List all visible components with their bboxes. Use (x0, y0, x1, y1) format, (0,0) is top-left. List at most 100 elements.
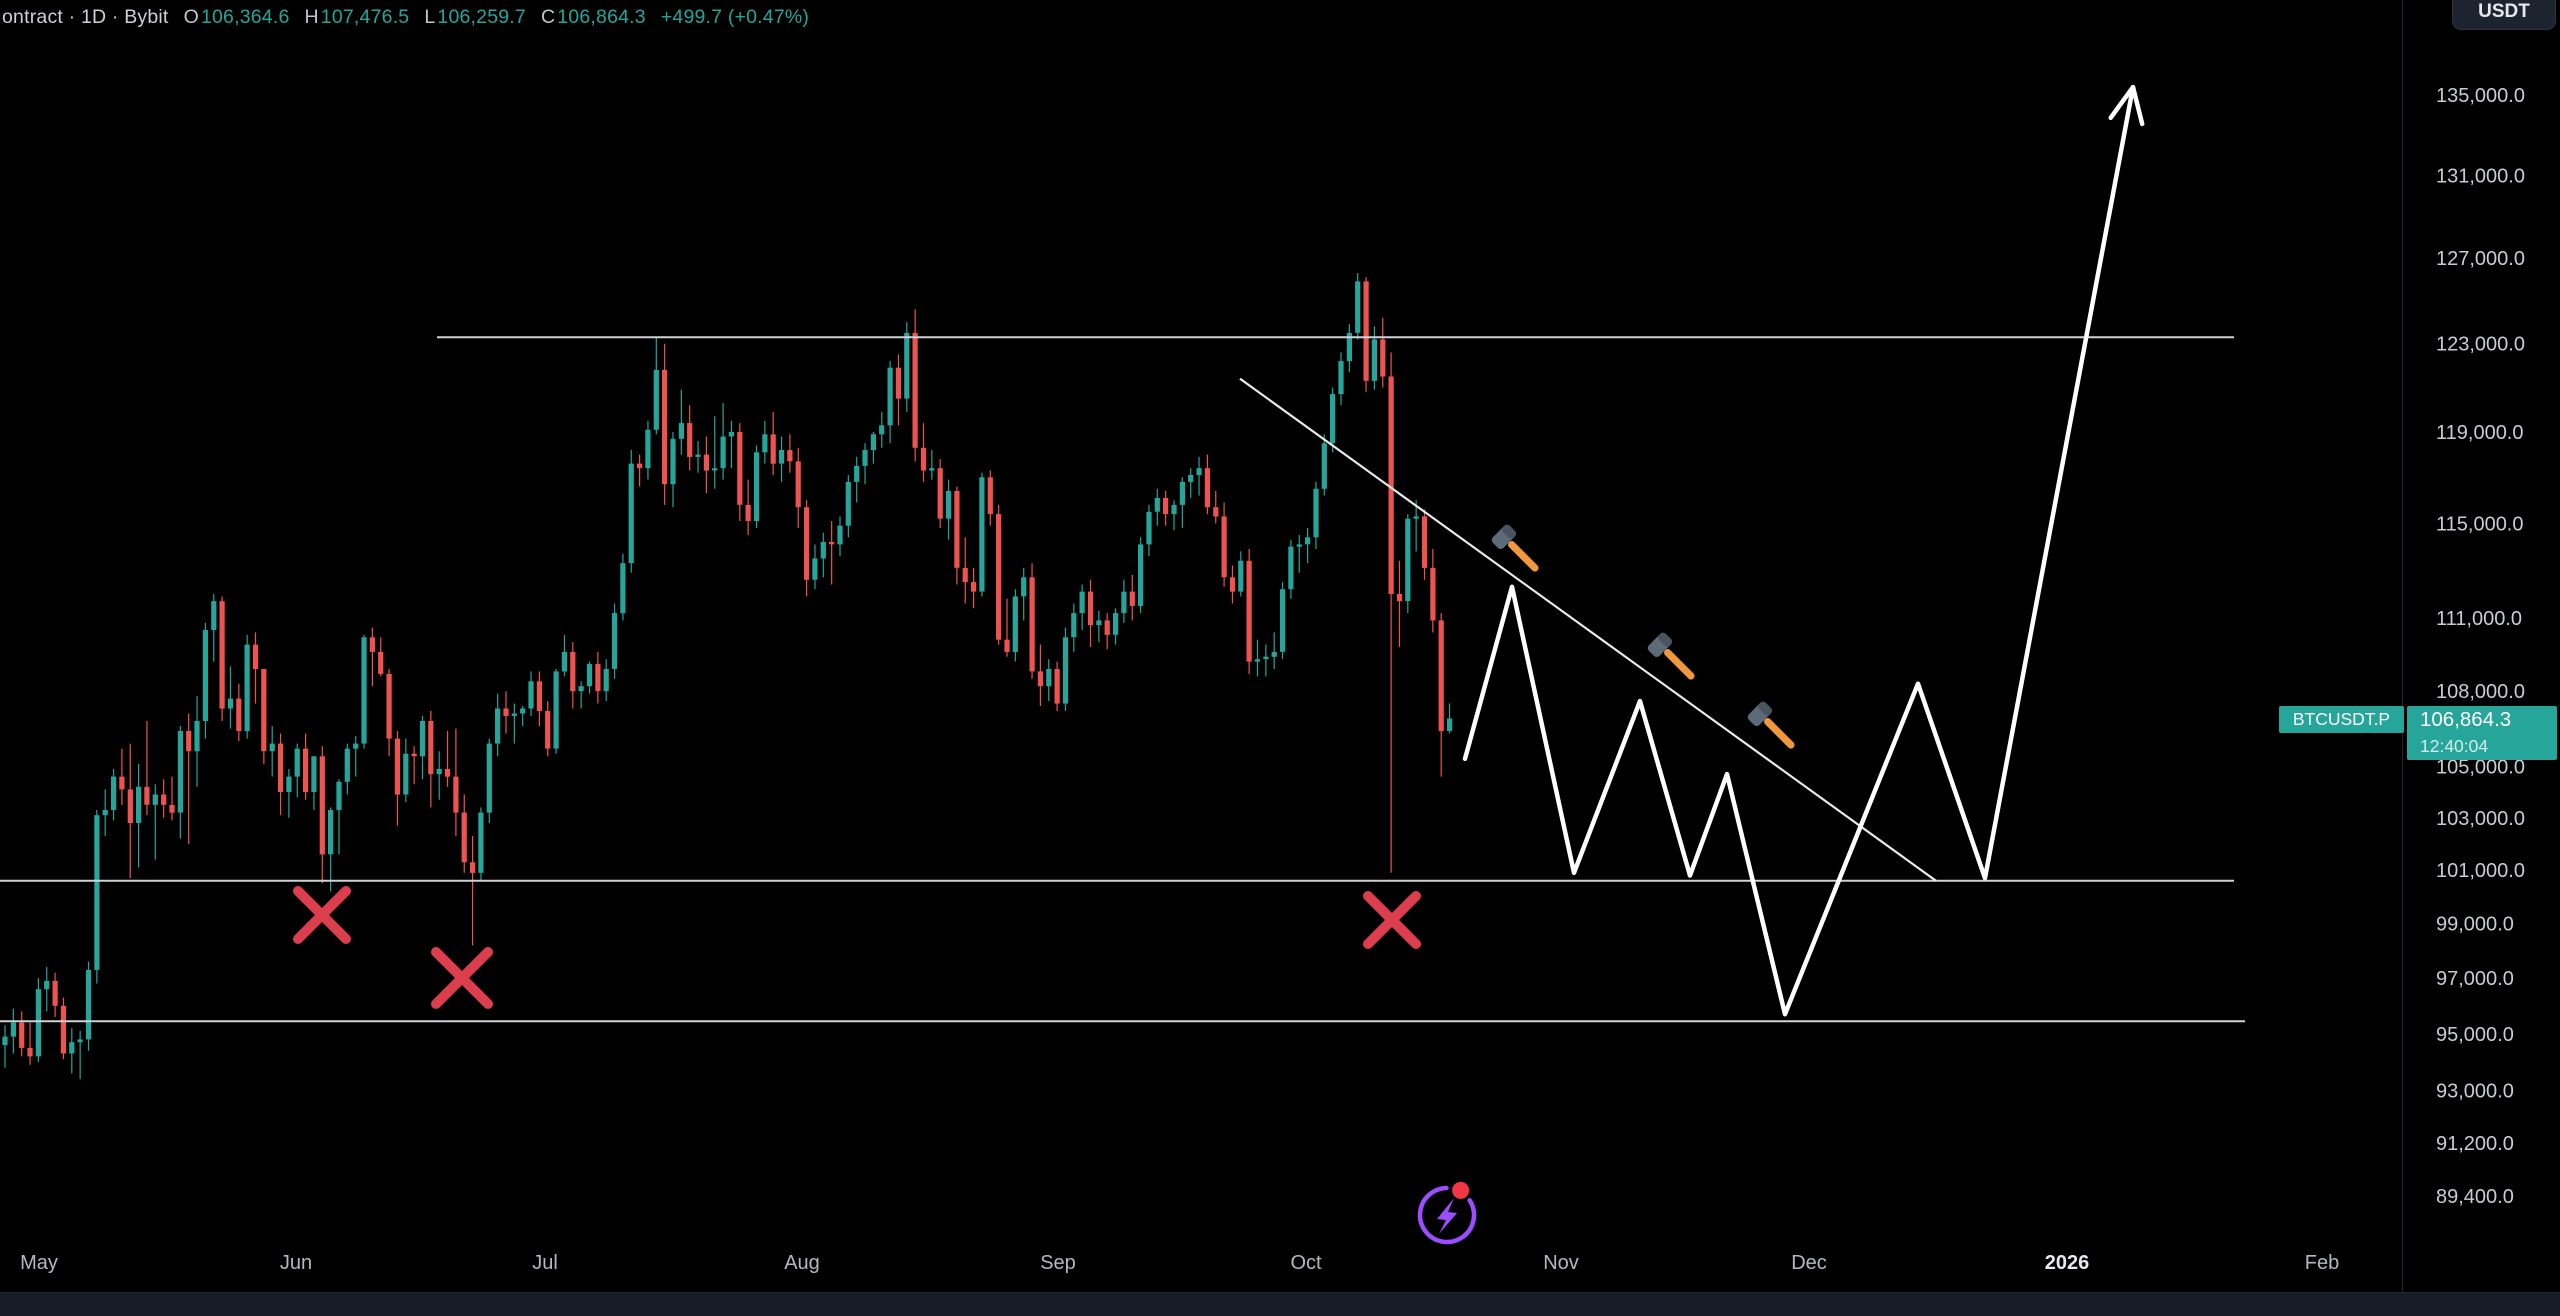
candle[interactable] (10, 1008, 16, 1054)
candle[interactable] (328, 807, 334, 892)
candle[interactable] (971, 567, 977, 609)
candle[interactable] (227, 666, 233, 729)
candle[interactable] (1313, 481, 1319, 549)
candle[interactable] (945, 479, 952, 540)
candle[interactable] (470, 836, 476, 946)
candle[interactable] (1430, 549, 1436, 633)
candle[interactable] (862, 443, 868, 485)
candle[interactable] (186, 713, 192, 844)
candle[interactable] (378, 637, 384, 677)
candle[interactable] (311, 756, 317, 810)
candle[interactable] (1355, 273, 1361, 340)
candle[interactable] (545, 701, 551, 757)
candle[interactable] (503, 691, 509, 734)
candle[interactable] (336, 779, 342, 855)
hammer-icon[interactable] (1646, 631, 1702, 687)
candle[interactable] (19, 1011, 25, 1057)
candle[interactable] (628, 450, 634, 573)
candle[interactable] (1071, 603, 1077, 652)
candle[interactable] (703, 436, 709, 494)
candle[interactable] (294, 743, 300, 798)
candle[interactable] (169, 776, 175, 821)
candle[interactable] (1405, 514, 1411, 614)
candle[interactable] (1154, 488, 1160, 526)
candle[interactable] (495, 693, 501, 757)
candle[interactable] (770, 411, 776, 475)
candle[interactable] (1263, 644, 1269, 677)
candle[interactable] (1138, 537, 1144, 614)
candle[interactable] (386, 669, 392, 757)
candlestick-series[interactable] (2, 273, 1453, 1080)
candle[interactable] (753, 445, 760, 529)
candle[interactable] (344, 743, 350, 795)
candle[interactable] (1079, 584, 1085, 631)
arrow-up-icon[interactable] (2108, 84, 2145, 127)
candle[interactable] (1330, 387, 1336, 453)
candle[interactable] (369, 627, 375, 687)
x-mark-icon[interactable] (293, 886, 351, 944)
candle[interactable] (837, 516, 843, 557)
candle[interactable] (962, 537, 968, 604)
candle[interactable] (1305, 528, 1311, 564)
candle[interactable] (687, 405, 693, 471)
candle[interactable] (603, 659, 609, 702)
hammer-icon[interactable] (1746, 700, 1802, 756)
candle[interactable] (219, 596, 225, 721)
candle[interactable] (1288, 539, 1294, 599)
candle[interactable] (812, 544, 818, 590)
candle[interactable] (795, 447, 801, 528)
candle[interactable] (1213, 491, 1219, 524)
candle[interactable] (520, 706, 526, 726)
candle[interactable] (845, 475, 851, 538)
candle[interactable] (954, 486, 960, 585)
candle[interactable] (1096, 610, 1102, 643)
candle[interactable] (144, 721, 150, 816)
candle[interactable] (1163, 491, 1169, 526)
candle[interactable] (85, 961, 92, 1051)
price-axis[interactable]: 135,000.0 131,000.0 127,000.0 123,000.0 119,… (2436, 85, 2525, 1208)
candle[interactable] (678, 389, 684, 455)
candle[interactable] (102, 789, 108, 836)
candle[interactable] (394, 731, 400, 826)
candle[interactable] (912, 309, 918, 462)
candle[interactable] (303, 733, 309, 800)
candle[interactable] (1254, 639, 1261, 677)
candle[interactable] (1338, 352, 1344, 406)
candle[interactable] (528, 671, 534, 716)
candle[interactable] (1171, 500, 1177, 531)
candle[interactable] (637, 454, 643, 487)
candle[interactable] (161, 779, 167, 818)
candle[interactable] (1188, 468, 1194, 498)
candle[interactable] (269, 726, 275, 777)
candle[interactable] (820, 532, 826, 578)
candle[interactable] (586, 661, 593, 694)
candle[interactable] (403, 738, 409, 803)
candle[interactable] (620, 553, 626, 621)
candle[interactable] (1146, 504, 1152, 557)
candle[interactable] (578, 681, 584, 709)
candle[interactable] (136, 763, 142, 868)
candle[interactable] (904, 322, 910, 412)
candle[interactable] (444, 731, 451, 787)
candle[interactable] (428, 711, 434, 808)
descending-trendline[interactable] (1239, 377, 1937, 882)
candle[interactable] (804, 500, 810, 597)
candle[interactable] (453, 728, 459, 837)
candle[interactable] (1004, 598, 1010, 657)
candle[interactable] (44, 967, 50, 1012)
candle[interactable] (1321, 434, 1327, 496)
candle[interactable] (127, 743, 133, 879)
candle[interactable] (920, 423, 927, 482)
candle[interactable] (194, 696, 200, 787)
candle[interactable] (286, 769, 292, 818)
candle[interactable] (60, 997, 66, 1060)
candle[interactable] (1104, 613, 1110, 650)
candle[interactable] (611, 603, 618, 679)
candle[interactable] (1129, 575, 1135, 621)
candle[interactable] (745, 479, 751, 535)
candle[interactable] (319, 746, 325, 884)
candle[interactable] (1179, 477, 1185, 528)
candle[interactable] (712, 416, 718, 489)
candle[interactable] (570, 642, 576, 709)
candle[interactable] (361, 634, 367, 749)
